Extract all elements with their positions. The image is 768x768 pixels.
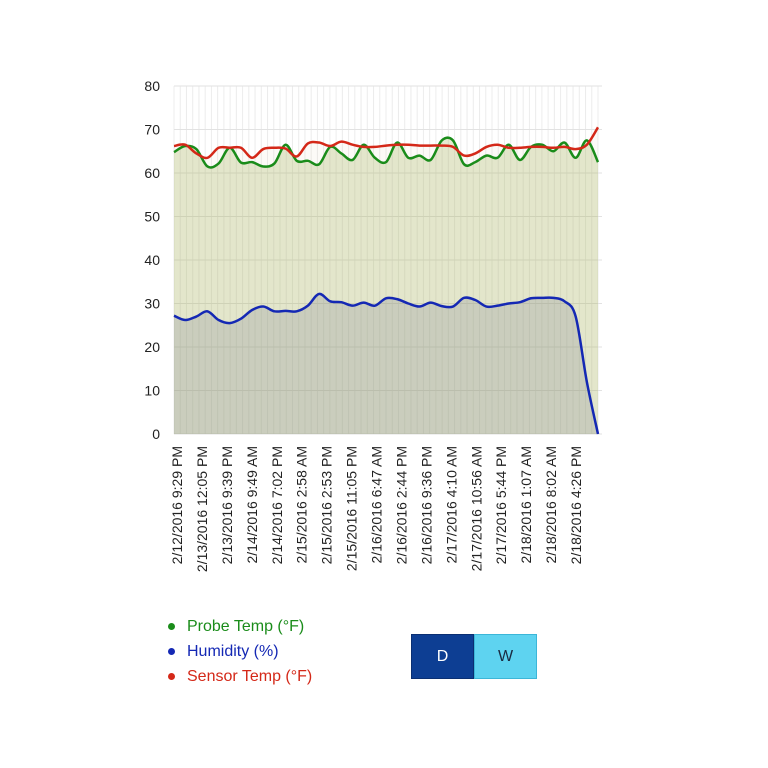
x-tick-label: 2/18/2016 1:07 AM — [518, 446, 534, 564]
x-tick-label: 2/18/2016 8:02 AM — [543, 446, 559, 564]
y-tick-label: 0 — [152, 426, 160, 442]
legend-label: Probe Temp (°F) — [187, 617, 305, 635]
series-line-probe-temp — [173, 136, 600, 169]
y-tick-label: 30 — [144, 296, 160, 312]
series-area-probe-temp — [174, 137, 598, 435]
x-tick-label: 2/14/2016 7:02 PM — [269, 446, 285, 564]
x-tick-label: 2/18/2016 4:26 PM — [568, 446, 584, 564]
legend-label: Sensor Temp (°F) — [187, 667, 313, 685]
legend-item-humidity[interactable]: Humidity (%) — [168, 639, 312, 664]
x-axis: 2/12/2016 9:29 PM 2/13/2016 12:05 PM 2/13/… — [169, 446, 584, 572]
y-tick-label: 20 — [144, 339, 160, 355]
legend-item-probe-temp[interactable]: Probe Temp (°F) — [168, 614, 312, 639]
y-tick-label: 80 — [144, 78, 160, 94]
chart-legend: Probe Temp (°F) Humidity (%) Sensor Temp… — [168, 614, 312, 689]
legend-dot-icon — [168, 623, 175, 630]
y-tick-label: 70 — [144, 122, 160, 138]
chart-areas — [174, 127, 598, 435]
x-tick-label: 2/17/2016 5:44 PM — [493, 446, 509, 564]
x-tick-label: 2/13/2016 9:39 PM — [219, 446, 235, 564]
x-tick-label: 2/16/2016 6:47 AM — [369, 446, 385, 564]
x-tick-label: 2/16/2016 9:36 PM — [418, 446, 434, 564]
day-range-button[interactable]: D — [411, 634, 474, 679]
series-area-sensor-temp — [174, 127, 598, 434]
legend-dot-icon — [168, 673, 175, 680]
legend-item-sensor-temp[interactable]: Sensor Temp (°F) — [168, 664, 312, 689]
week-range-button[interactable]: W — [474, 634, 537, 679]
x-tick-label: 2/17/2016 10:56 AM — [468, 446, 484, 571]
chart-lines — [173, 126, 600, 435]
y-axis: 0 10 20 30 40 50 60 70 80 — [144, 78, 160, 442]
x-tick-label: 2/13/2016 12:05 PM — [194, 446, 210, 572]
chart-grid — [173, 85, 602, 435]
legend-dot-icon — [168, 648, 175, 655]
y-tick-label: 50 — [144, 209, 160, 225]
x-tick-label: 2/15/2016 2:53 PM — [319, 446, 335, 564]
y-tick-label: 60 — [144, 165, 160, 181]
y-tick-label: 40 — [144, 252, 160, 268]
x-tick-label: 2/15/2016 2:58 AM — [294, 446, 310, 564]
x-tick-label: 2/15/2016 11:05 PM — [344, 446, 360, 571]
x-tick-label: 2/14/2016 9:49 AM — [244, 446, 260, 564]
series-area-humidity — [174, 293, 598, 434]
x-tick-label: 2/16/2016 2:44 PM — [393, 446, 409, 564]
range-toggle: D W — [411, 634, 537, 679]
x-tick-label: 2/12/2016 9:29 PM — [169, 446, 185, 564]
x-tick-label: 2/17/2016 4:10 AM — [443, 446, 459, 564]
y-tick-label: 10 — [144, 383, 160, 399]
series-line-sensor-temp — [173, 126, 600, 160]
series-line-humidity — [173, 292, 600, 435]
legend-label: Humidity (%) — [187, 642, 279, 660]
